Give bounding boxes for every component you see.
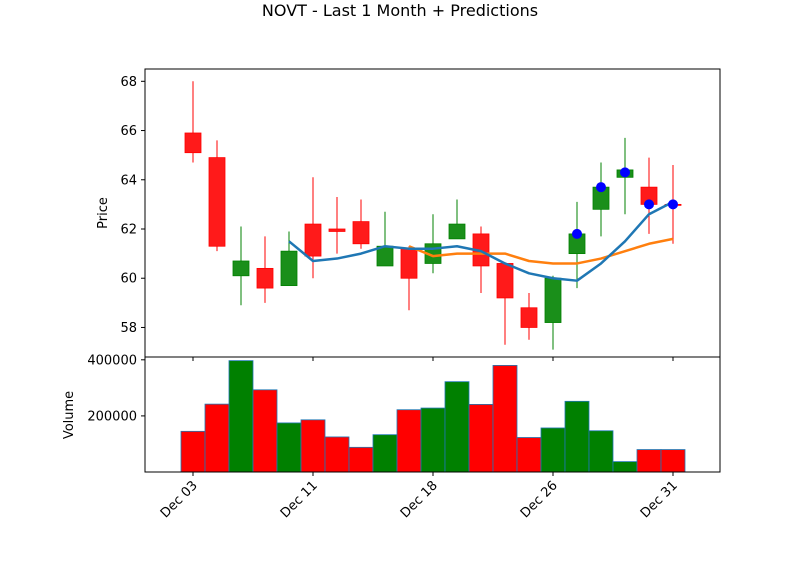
candle: [592, 162, 610, 237]
volume-bar: [444, 381, 470, 473]
price-tick-label: 62: [120, 223, 137, 238]
candle: [640, 157, 658, 234]
price-tick-label: 66: [120, 124, 137, 139]
candle-body: [448, 223, 466, 240]
candle: [472, 226, 490, 293]
candle: [448, 199, 466, 240]
volume-bar: [660, 449, 686, 473]
candle: [400, 246, 418, 311]
candle-body: [280, 250, 298, 287]
volume-bar: [564, 400, 590, 473]
candle: [208, 140, 226, 252]
prediction-point: [572, 228, 582, 239]
volume-bar: [636, 449, 662, 473]
candle: [424, 214, 442, 274]
candle: [520, 293, 538, 340]
candle: [256, 236, 274, 303]
candle: [184, 81, 202, 163]
x-tick-label: Dec 31: [638, 478, 681, 521]
candle: [304, 177, 322, 279]
volume-bar: [420, 407, 446, 473]
candle-body: [400, 248, 418, 279]
price-tick-label: 60: [120, 272, 137, 287]
candle-body: [232, 260, 250, 277]
x-tick-label: Dec 11: [278, 478, 321, 521]
volume-bar: [612, 461, 638, 473]
price-panel: [184, 81, 682, 350]
volume-axis-label: Volume: [62, 391, 77, 439]
prediction-point: [596, 182, 606, 193]
volume-bar: [588, 430, 614, 473]
volume-panel: [180, 360, 686, 473]
volume-bar: [324, 436, 350, 473]
volume-bar: [300, 419, 326, 473]
volume-tick-label: 400000: [87, 353, 137, 368]
volume-bar: [516, 437, 542, 473]
volume-bar: [276, 422, 302, 473]
prediction-point: [668, 199, 678, 210]
volume-bar: [372, 434, 398, 473]
candle-body: [352, 221, 370, 245]
volume-bar: [204, 403, 230, 473]
volume-bar: [492, 365, 518, 473]
volume-tick-label: 200000: [87, 409, 137, 424]
price-axis-label: Price: [96, 197, 111, 229]
price-tick-label: 64: [120, 173, 137, 188]
candle-body: [256, 267, 274, 289]
candle: [376, 211, 394, 267]
volume-bar: [228, 360, 254, 473]
x-tick-label: Dec 26: [518, 478, 561, 521]
candle: [544, 275, 562, 350]
ma-long-line: [408, 237, 674, 265]
candle-body: [328, 228, 346, 232]
x-tick-label: Dec 03: [158, 478, 201, 521]
candle: [496, 263, 514, 345]
volume-bar: [468, 404, 494, 473]
candle-body: [544, 277, 562, 323]
price-panel-frame: [144, 68, 721, 358]
candle: [232, 226, 250, 306]
x-tick-label: Dec 18: [398, 478, 441, 521]
chart-title: NOVT - Last 1 Month + Predictions: [262, 1, 538, 20]
candle: [328, 197, 346, 254]
volume-y-axis: 200000 400000: [87, 353, 145, 424]
prediction-point: [644, 199, 654, 210]
candle-body: [208, 157, 226, 247]
candle: [568, 201, 586, 289]
candle-body: [184, 132, 202, 154]
candle: [280, 231, 298, 287]
candle: [352, 199, 370, 249]
volume-bar: [348, 446, 374, 473]
candle-body: [520, 307, 538, 328]
volume-bar: [396, 409, 422, 473]
candle-body: [304, 223, 322, 257]
volume-bar: [180, 430, 206, 473]
volume-bar: [252, 389, 278, 473]
price-y-axis: 58 60 62 64 66 68: [120, 75, 145, 336]
candle-body: [496, 263, 514, 299]
price-tick-label: 68: [120, 75, 137, 90]
ma-short-line: [288, 200, 674, 282]
price-tick-label: 58: [120, 321, 137, 336]
volume-bar: [540, 427, 566, 473]
prediction-point: [620, 167, 630, 178]
